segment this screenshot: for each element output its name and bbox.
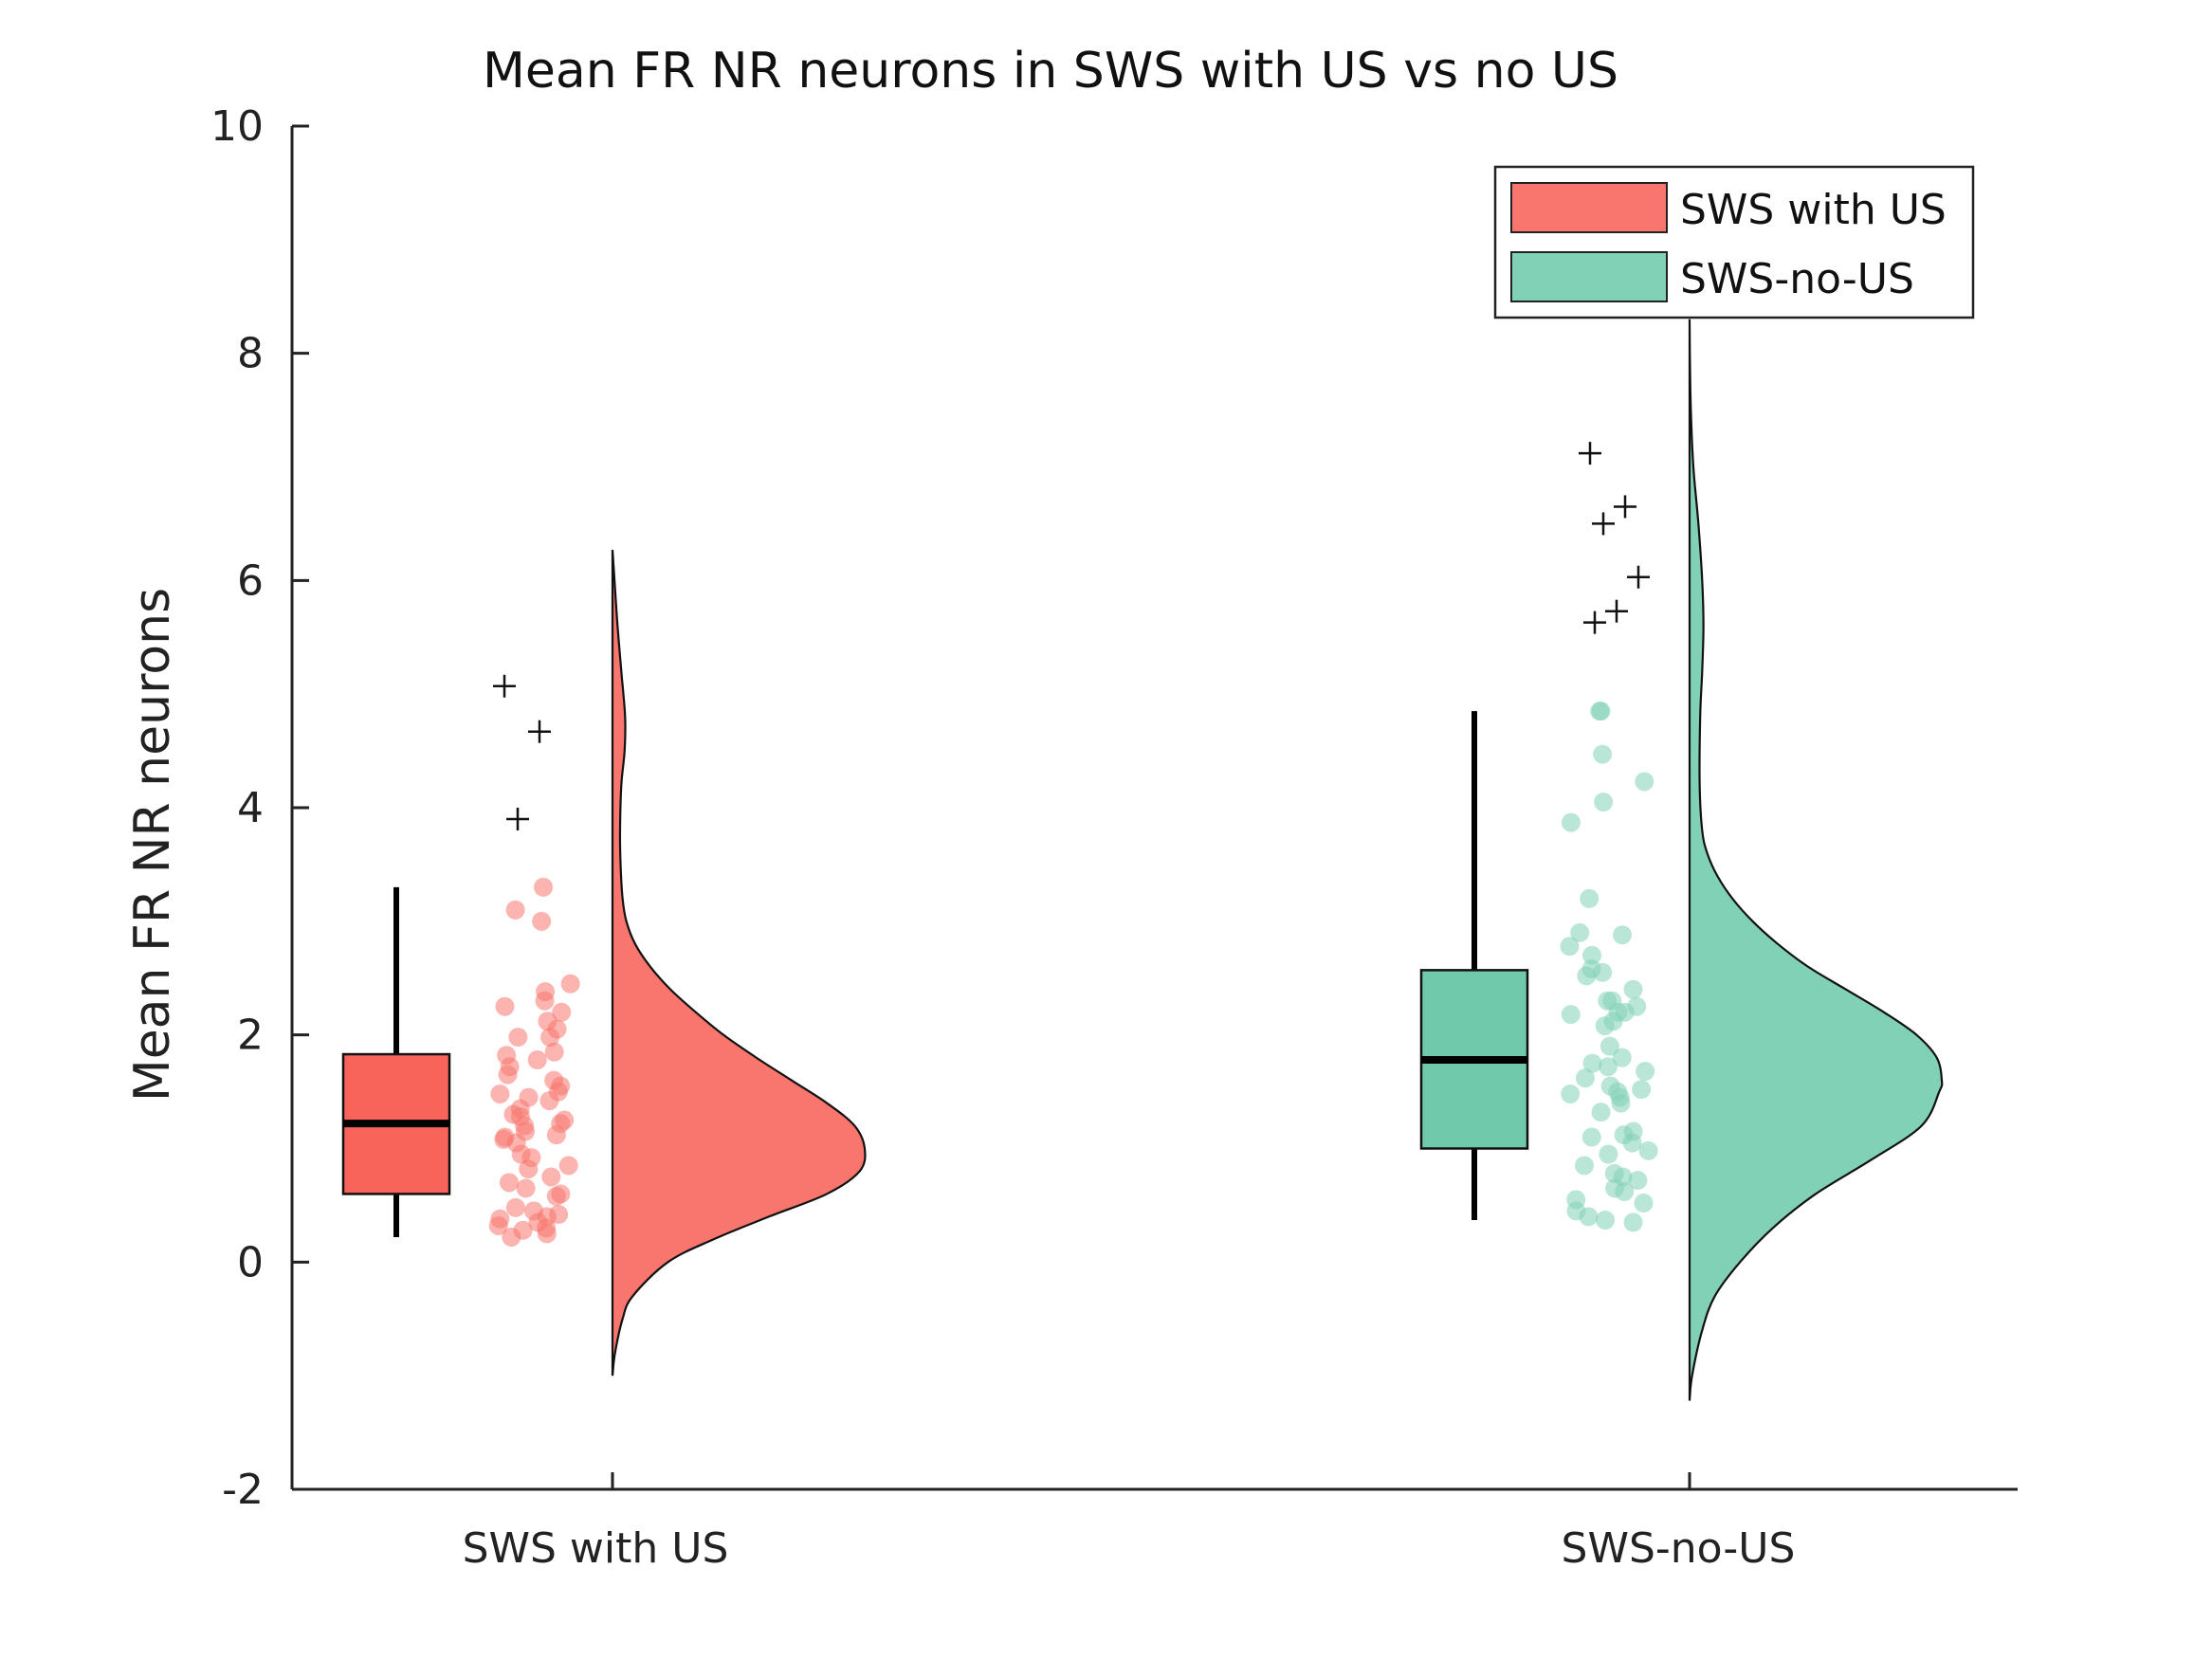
rain-point	[1638, 1140, 1658, 1160]
outlier-marker	[1605, 599, 1628, 623]
legend-swatch-sws-no-us	[1510, 251, 1668, 302]
rain-point	[1593, 962, 1613, 982]
rain-point	[560, 974, 580, 994]
rain-point	[1622, 1133, 1642, 1153]
rain-point	[1600, 1036, 1619, 1056]
rain-point	[1623, 979, 1643, 999]
rain-point	[1623, 1212, 1643, 1232]
rain-point	[1635, 772, 1654, 792]
outlier-marker	[506, 807, 529, 830]
outlier-markers	[493, 442, 1650, 830]
rain-point	[1612, 1048, 1632, 1067]
rain-point	[498, 1065, 518, 1085]
rain-point	[1577, 966, 1597, 986]
rain-point	[527, 1050, 547, 1070]
y-tick-label: -2	[222, 1466, 264, 1514]
outlier-marker	[528, 720, 551, 743]
rain-point	[1613, 925, 1633, 945]
legend-swatch-sws-with-us	[1510, 182, 1668, 233]
box-plots	[341, 711, 1529, 1237]
rain-point	[539, 1091, 559, 1111]
rain-point	[502, 1227, 521, 1247]
rain-point	[1580, 888, 1600, 908]
rain-point	[1570, 922, 1590, 942]
rain-point	[558, 1156, 578, 1176]
y-tick-label: 0	[237, 1238, 264, 1286]
rain-point	[552, 1002, 572, 1022]
rain-point	[1560, 937, 1580, 957]
outlier-marker	[1614, 495, 1636, 519]
rain-point	[1591, 702, 1611, 721]
x-tick-label: SWS with US	[463, 1524, 729, 1573]
rain-point	[505, 900, 525, 920]
outlier-marker	[1583, 611, 1606, 634]
rain-point	[519, 1159, 539, 1179]
rain-point	[544, 1042, 564, 1062]
rain-point	[1596, 1210, 1616, 1230]
rain-point	[488, 1215, 508, 1235]
rain-point	[534, 877, 554, 897]
rain-point	[541, 1167, 561, 1187]
rain-point	[499, 1173, 519, 1193]
rain-point	[532, 911, 552, 931]
rain-point	[1561, 1005, 1581, 1025]
y-ticks: -2 0 2 4 6 8 10	[210, 102, 309, 1514]
x-tick-label: SWS-no-US	[1562, 1524, 1796, 1573]
rain-point	[1593, 744, 1613, 764]
rain-point	[1632, 1080, 1652, 1100]
rain-point	[1591, 1103, 1611, 1122]
rain-point	[1634, 1194, 1654, 1213]
rain-point	[1575, 1068, 1595, 1088]
axes	[290, 126, 2018, 1491]
rain-point	[508, 1028, 528, 1048]
rain-point	[1574, 1156, 1594, 1176]
outlier-marker	[1592, 512, 1615, 536]
y-axis-label: Mean FR NR neurons	[124, 588, 181, 1102]
x-ticks: SWS with US SWS-no-US	[463, 1472, 1796, 1573]
rain-points	[488, 702, 1658, 1247]
rain-point	[540, 1028, 560, 1048]
rain-point	[1636, 1062, 1655, 1082]
y-tick-label: 8	[237, 330, 264, 378]
outlier-marker	[1627, 565, 1650, 589]
rain-point	[1594, 793, 1614, 812]
rain-point	[505, 1197, 525, 1217]
rain-point	[516, 1178, 536, 1198]
rain-point	[1561, 812, 1581, 832]
rain-point	[1628, 1171, 1648, 1191]
density-clouds	[611, 319, 1944, 1401]
rain-point	[1581, 1127, 1601, 1147]
rain-point	[490, 1084, 510, 1103]
rain-point	[1582, 1053, 1602, 1073]
rain-point	[1579, 1207, 1599, 1227]
rain-point	[1582, 945, 1602, 965]
rain-point	[1611, 1093, 1631, 1113]
density-cloud	[1688, 319, 1944, 1401]
rain-point	[1599, 1144, 1618, 1164]
rain-point	[546, 1186, 566, 1206]
rain-point	[546, 1125, 566, 1145]
rain-point	[1598, 1057, 1618, 1077]
rain-point	[1561, 1084, 1581, 1103]
legend-label-sws-with-us: SWS with US	[1680, 186, 1947, 234]
y-tick-label: 2	[237, 1012, 264, 1060]
outlier-marker	[1579, 442, 1601, 465]
rain-point	[495, 996, 515, 1016]
legend-label-sws-no-us: SWS-no-US	[1680, 255, 1914, 303]
rain-point	[1615, 1182, 1635, 1202]
density-cloud	[611, 549, 867, 1376]
y-tick-label: 10	[210, 102, 264, 151]
rain-point	[537, 1224, 557, 1244]
y-tick-label: 4	[237, 784, 264, 832]
outlier-marker	[493, 674, 516, 698]
legend: SWS with US SWS-no-US	[1493, 165, 1975, 319]
y-tick-label: 6	[237, 556, 264, 605]
rain-point	[535, 991, 555, 1011]
rain-point	[1595, 1016, 1615, 1036]
chart-title: Mean FR NR neurons in SWS with US vs no …	[483, 43, 1618, 100]
